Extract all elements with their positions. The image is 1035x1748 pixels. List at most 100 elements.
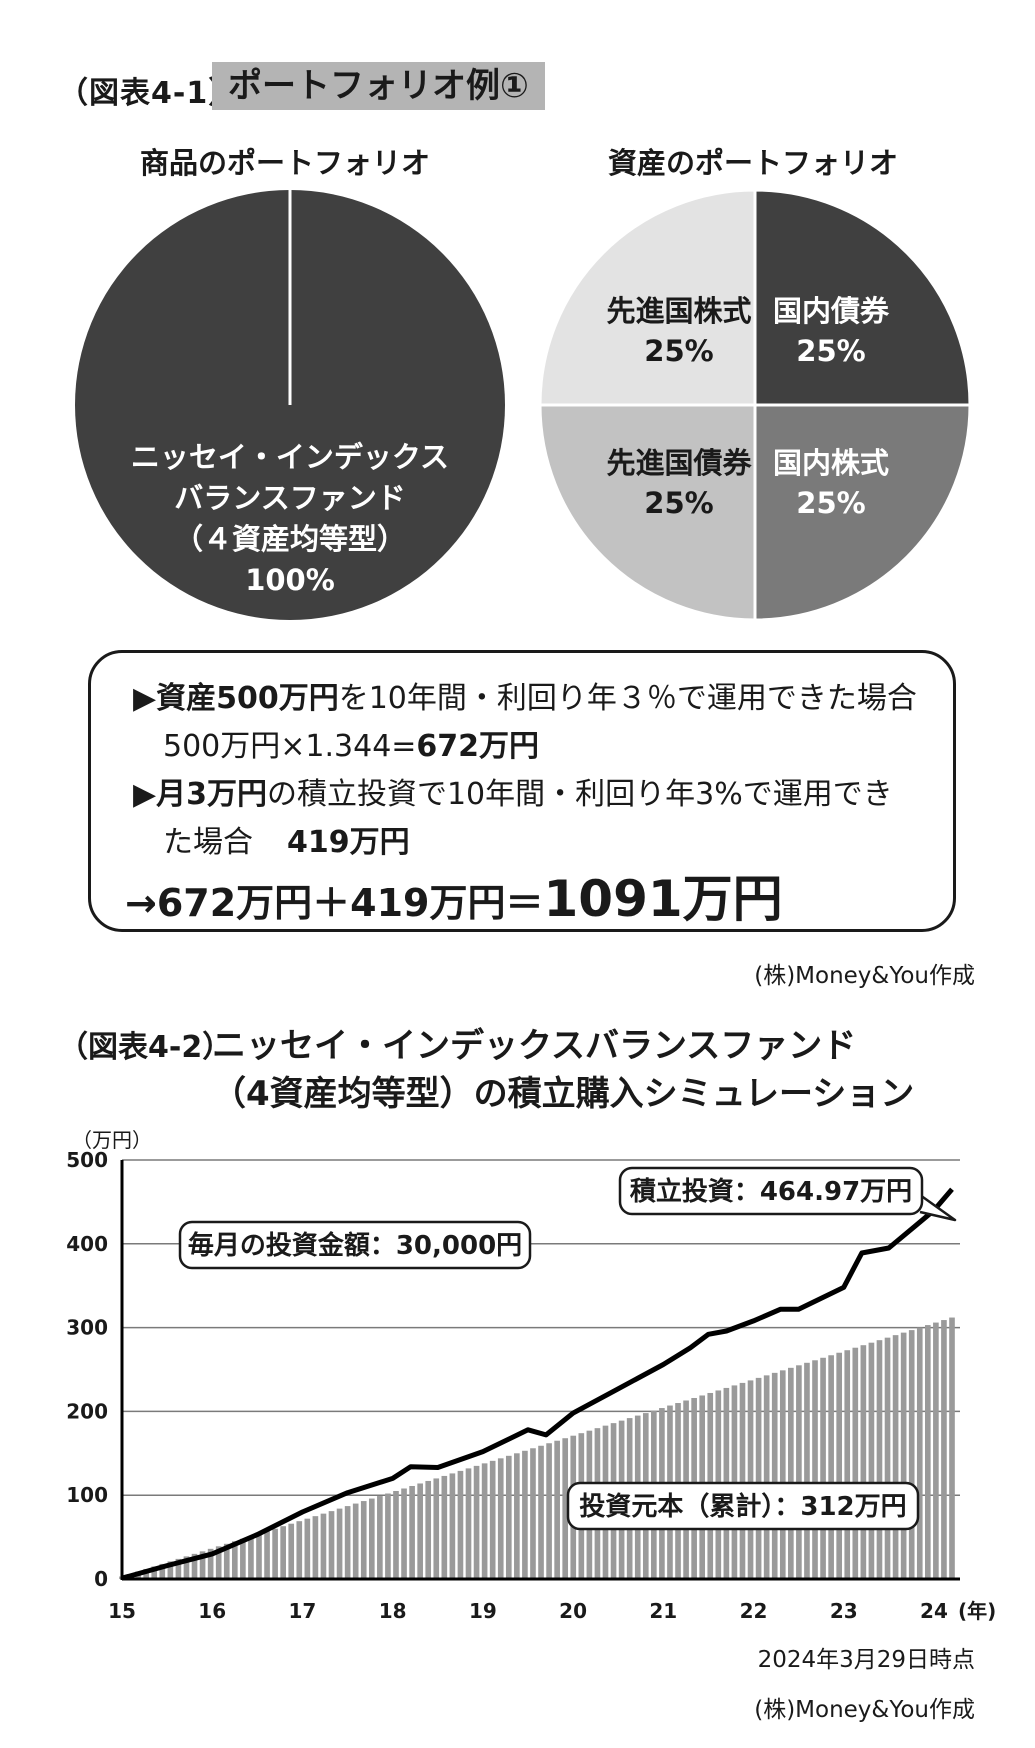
note-line-lump-sum: ▶資産500万円を10年間・利回り年３％で運用できた場合 <box>133 681 917 716</box>
principal-bar <box>175 1558 182 1579</box>
principal-bar <box>860 1345 867 1579</box>
principal-bar <box>368 1498 375 1579</box>
principal-bar <box>393 1491 399 1579</box>
principal-bar <box>207 1548 214 1579</box>
accumulation-chart: 0 100 200 300 400 500 15 16 17 18 19 20 21 22 23 24 (年… <box>66 1148 996 1623</box>
principal-bar <box>360 1501 367 1579</box>
figure1-label: （図表4-1） <box>58 76 240 111</box>
principal-bar <box>763 1375 770 1579</box>
x-tick-label: 21 <box>649 1599 677 1623</box>
principal-bar <box>562 1438 569 1579</box>
pie-product-chart: ニッセイ・インデックス バランスファンド （４資産均等型） 100% <box>75 190 505 620</box>
x-tick-label: 16 <box>198 1599 226 1623</box>
principal-bar <box>949 1317 955 1579</box>
principal-bar <box>892 1335 899 1579</box>
principal-bar <box>941 1320 947 1579</box>
principal-bar <box>796 1365 802 1579</box>
principal-bar <box>183 1556 190 1579</box>
x-tick-label: 17 <box>289 1599 317 1623</box>
principal-bar <box>223 1543 230 1579</box>
principal-bar <box>256 1533 262 1579</box>
principal-bar <box>336 1508 343 1579</box>
principal-bar <box>788 1367 794 1579</box>
principal-bar <box>320 1513 327 1579</box>
pie-asset-slice <box>753 188 972 407</box>
principal-bar <box>546 1443 552 1579</box>
principal-bar <box>272 1528 278 1579</box>
y-tick-label: 200 <box>66 1399 108 1423</box>
callout-principal: 投資元本（累計）：312万円 <box>566 1481 920 1531</box>
svg-text:毎月の投資金額：30,000円: 毎月の投資金額：30,000円 <box>188 1230 522 1261</box>
principal-bar <box>159 1563 166 1579</box>
principal-bar <box>554 1440 560 1579</box>
principal-bar <box>449 1473 456 1579</box>
pie-asset-heading: 資産のポートフォリオ <box>608 146 899 180</box>
principal-bar <box>377 1496 383 1579</box>
x-tick-label: 15 <box>108 1599 136 1623</box>
pie-asset-slice <box>753 403 972 622</box>
principal-bar <box>933 1322 939 1579</box>
principal-bar <box>248 1536 254 1579</box>
y-tick-label: 300 <box>66 1316 108 1340</box>
note-line-monthly: ▶月3万円の積立投資で10年間・利回り年3%で運用でき <box>133 777 893 812</box>
principal-bar <box>514 1453 520 1579</box>
pie-asset-slice-value: 25% <box>644 486 713 520</box>
principal-bar <box>747 1380 754 1579</box>
note-line-lump-sum-calc: 500万円×1.344=672万円 <box>163 729 540 764</box>
x-tick-label: 23 <box>830 1599 858 1623</box>
principal-bar <box>925 1325 931 1579</box>
principal-bar <box>481 1463 488 1579</box>
principal-bar <box>231 1541 238 1579</box>
series-line-accumulation <box>121 1187 954 1581</box>
principal-bar <box>908 1330 915 1579</box>
principal-bar <box>433 1478 440 1579</box>
pie-asset-slice-label: 国内株式 <box>773 446 889 480</box>
principal-bar <box>151 1566 158 1579</box>
note-line-monthly-result: た場合 419万円 <box>163 825 410 860</box>
principal-bar <box>916 1327 923 1579</box>
pie-asset-slice-value: 25% <box>796 486 865 520</box>
principal-bar <box>385 1493 391 1579</box>
x-tick-label: 24 <box>920 1599 948 1623</box>
principal-bar <box>288 1523 295 1579</box>
principal-bar <box>457 1470 464 1579</box>
principal-bar <box>836 1352 843 1579</box>
principal-bar <box>199 1551 206 1579</box>
principal-bar <box>876 1340 883 1579</box>
principal-bar <box>755 1377 762 1579</box>
principal-bar <box>505 1455 512 1579</box>
principal-bar <box>240 1538 246 1579</box>
principal-bar <box>522 1450 528 1579</box>
note-line-total: →672万円＋419万円＝1091万円 <box>125 870 783 928</box>
pie-asset-slice-label: 国内債券 <box>773 294 890 328</box>
principal-bar <box>820 1357 826 1579</box>
pie-asset-chart: 国内債券 25% 国内株式 25% 先進国債券 25% 先進国株式 25% <box>538 188 972 622</box>
pie-product-label-line3: （４資産均等型） <box>174 522 406 556</box>
x-tick-label: 22 <box>740 1599 768 1623</box>
principal-bar <box>191 1553 198 1579</box>
principal-bar <box>828 1355 834 1579</box>
principal-bar <box>804 1362 810 1579</box>
principal-bar <box>530 1448 536 1579</box>
principal-bar <box>900 1332 907 1579</box>
principal-bar <box>264 1531 270 1579</box>
principal-bar <box>441 1475 448 1579</box>
principal-bar <box>852 1347 859 1579</box>
principal-bar <box>497 1458 504 1579</box>
principal-bar <box>489 1460 496 1579</box>
principal-bar <box>771 1372 778 1579</box>
x-tick-label: 18 <box>379 1599 407 1623</box>
x-tick-label: 19 <box>469 1599 497 1623</box>
principal-bar <box>352 1503 359 1579</box>
principal-bar <box>328 1511 335 1579</box>
figure2-title-line1: ニッセイ・インデックスバランスファンド <box>212 1026 857 1066</box>
principal-bar <box>425 1480 432 1579</box>
principal-bar <box>884 1337 891 1579</box>
principal-bar <box>417 1483 423 1579</box>
pie-asset-slice-label: 先進国債券 <box>606 446 752 480</box>
principal-bar <box>304 1518 311 1579</box>
pie-asset-slice-value: 25% <box>644 334 713 368</box>
credit-figure1: (株)Money&You作成 <box>754 963 975 989</box>
pie-asset-slice-value: 25% <box>796 334 865 368</box>
svg-text:投資元本（累計）：312万円: 投資元本（累計）：312万円 <box>579 1491 906 1522</box>
